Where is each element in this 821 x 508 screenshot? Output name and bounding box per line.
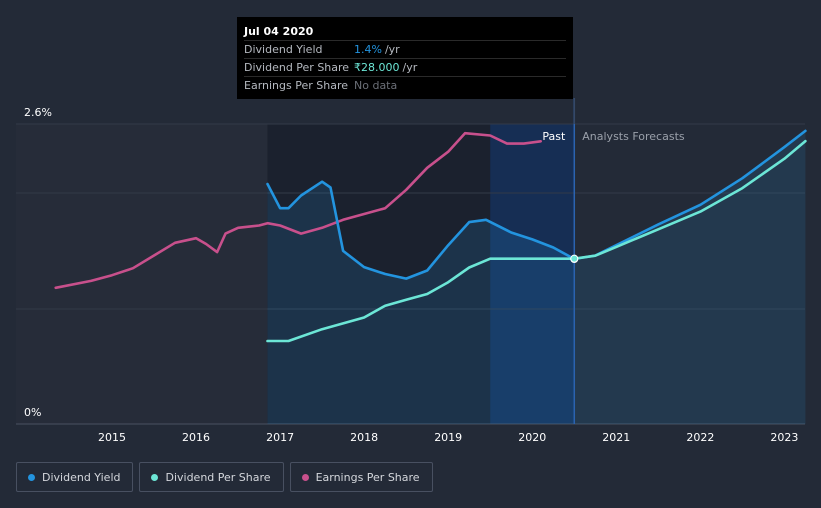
pre-dividend-background xyxy=(16,124,268,424)
dividend-per-share-line xyxy=(266,139,807,343)
past-label: Past xyxy=(542,130,566,143)
dividend-yield-line xyxy=(266,129,807,280)
x-axis-ticks: 2015 2016 2017 2018 2019 2020 2021 2022 2023 xyxy=(98,431,798,444)
y-axis-bottom-label: 0% xyxy=(24,406,41,419)
hover-tooltip: Jul 04 2020 Dividend Yield 1.4% /yr Divi… xyxy=(237,17,573,99)
tooltip-label: Dividend Per Share xyxy=(244,61,350,74)
legend-label: Dividend Yield xyxy=(42,470,121,484)
x-tick-label: 2020 xyxy=(518,431,546,444)
tooltip-date: Jul 04 2020 xyxy=(244,23,566,41)
legend-dot-icon xyxy=(28,473,35,481)
tooltip-label: Dividend Yield xyxy=(244,43,323,56)
tooltip-row-earnings-per-share: Earnings Per Share No data xyxy=(244,77,566,94)
analysts-forecasts-label: Analysts Forecasts xyxy=(582,130,685,143)
series-lines xyxy=(54,129,807,343)
dividend-yield-forecast-area xyxy=(574,130,806,424)
tooltip-row-dividend-per-share: Dividend Per Share ₹28.000 /yr xyxy=(244,59,566,77)
last-year-highlight xyxy=(490,124,575,424)
x-tick-label: 2023 xyxy=(770,431,798,444)
y-axis-top-label: 2.6% xyxy=(24,106,52,119)
x-tick-label: 2022 xyxy=(686,431,714,444)
dividend-yield-area xyxy=(267,181,575,424)
legend-dot-icon xyxy=(151,473,159,481)
legend-dividend-yield[interactable]: Dividend Yield xyxy=(16,462,134,492)
tooltip-value: ₹28.000 xyxy=(354,61,400,74)
x-tick-label: 2019 xyxy=(434,431,462,444)
x-tick-label: 2015 xyxy=(98,431,126,444)
legend-dot-icon xyxy=(301,473,309,481)
hover-markers xyxy=(570,254,579,263)
gridlines xyxy=(16,123,805,425)
legend: Dividend Yield Dividend Per Share Earnin… xyxy=(16,462,433,492)
tooltip-row-dividend-yield: Dividend Yield 1.4% /yr xyxy=(244,41,566,59)
legend-label: Earnings Per Share xyxy=(315,470,420,484)
legend-label: Dividend Per Share xyxy=(165,470,271,484)
x-tick-label: 2021 xyxy=(602,431,630,444)
x-tick-label: 2016 xyxy=(182,431,210,444)
legend-earnings-per-share[interactable]: Earnings Per Share xyxy=(289,462,433,492)
x-tick-label: 2017 xyxy=(266,431,294,444)
tooltip-value: 1.4% xyxy=(354,43,382,56)
tooltip-label: Earnings Per Share xyxy=(244,79,349,92)
dividend-per-share-marker xyxy=(570,254,579,263)
tooltip-value: No data xyxy=(354,79,398,92)
tooltip-unit: /yr xyxy=(384,43,400,56)
legend-dividend-per-share[interactable]: Dividend Per Share xyxy=(139,462,284,492)
tooltip-unit: /yr xyxy=(402,61,418,74)
x-tick-label: 2018 xyxy=(350,431,378,444)
earnings-per-share-line xyxy=(54,131,542,290)
